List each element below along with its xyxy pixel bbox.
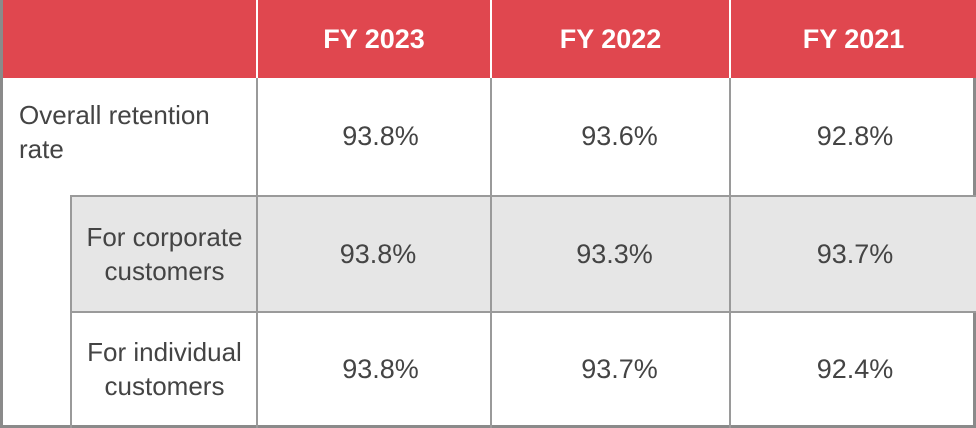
value-overall-fy2021: 92.8%: [816, 121, 894, 151]
value-overall-fy2022: 93.6%: [581, 121, 658, 151]
value-corporate-fy2022: 93.3%: [576, 238, 653, 269]
value-individual-fy2021: 92.4%: [816, 353, 894, 384]
column-divider-1: [256, 78, 258, 428]
shaded-row-background: [72, 197, 976, 311]
row-label-corporate: For corporate customers: [86, 222, 243, 286]
row-label-overall: Overall retention rate: [19, 100, 210, 164]
column-divider-2: [490, 78, 492, 428]
value-overall-fy2023: 93.8%: [342, 121, 419, 151]
column-header-fy2023: FY 2023: [323, 23, 425, 54]
value-individual-fy2022: 93.7%: [581, 353, 658, 384]
value-corporate-fy2023: 93.8%: [339, 238, 417, 269]
row-divider-2: [70, 311, 976, 313]
value-individual-fy2023: 93.8%: [342, 353, 419, 384]
column-header-fy2021: FY 2021: [802, 23, 905, 54]
column-header-fy2022: FY 2022: [559, 23, 662, 54]
row-label-individual: For individual customers: [87, 337, 242, 401]
row-divider-1: [70, 195, 976, 197]
column-divider-3: [729, 78, 731, 428]
value-corporate-fy2021: 93.7%: [816, 238, 894, 269]
table-header: [3, 0, 976, 78]
